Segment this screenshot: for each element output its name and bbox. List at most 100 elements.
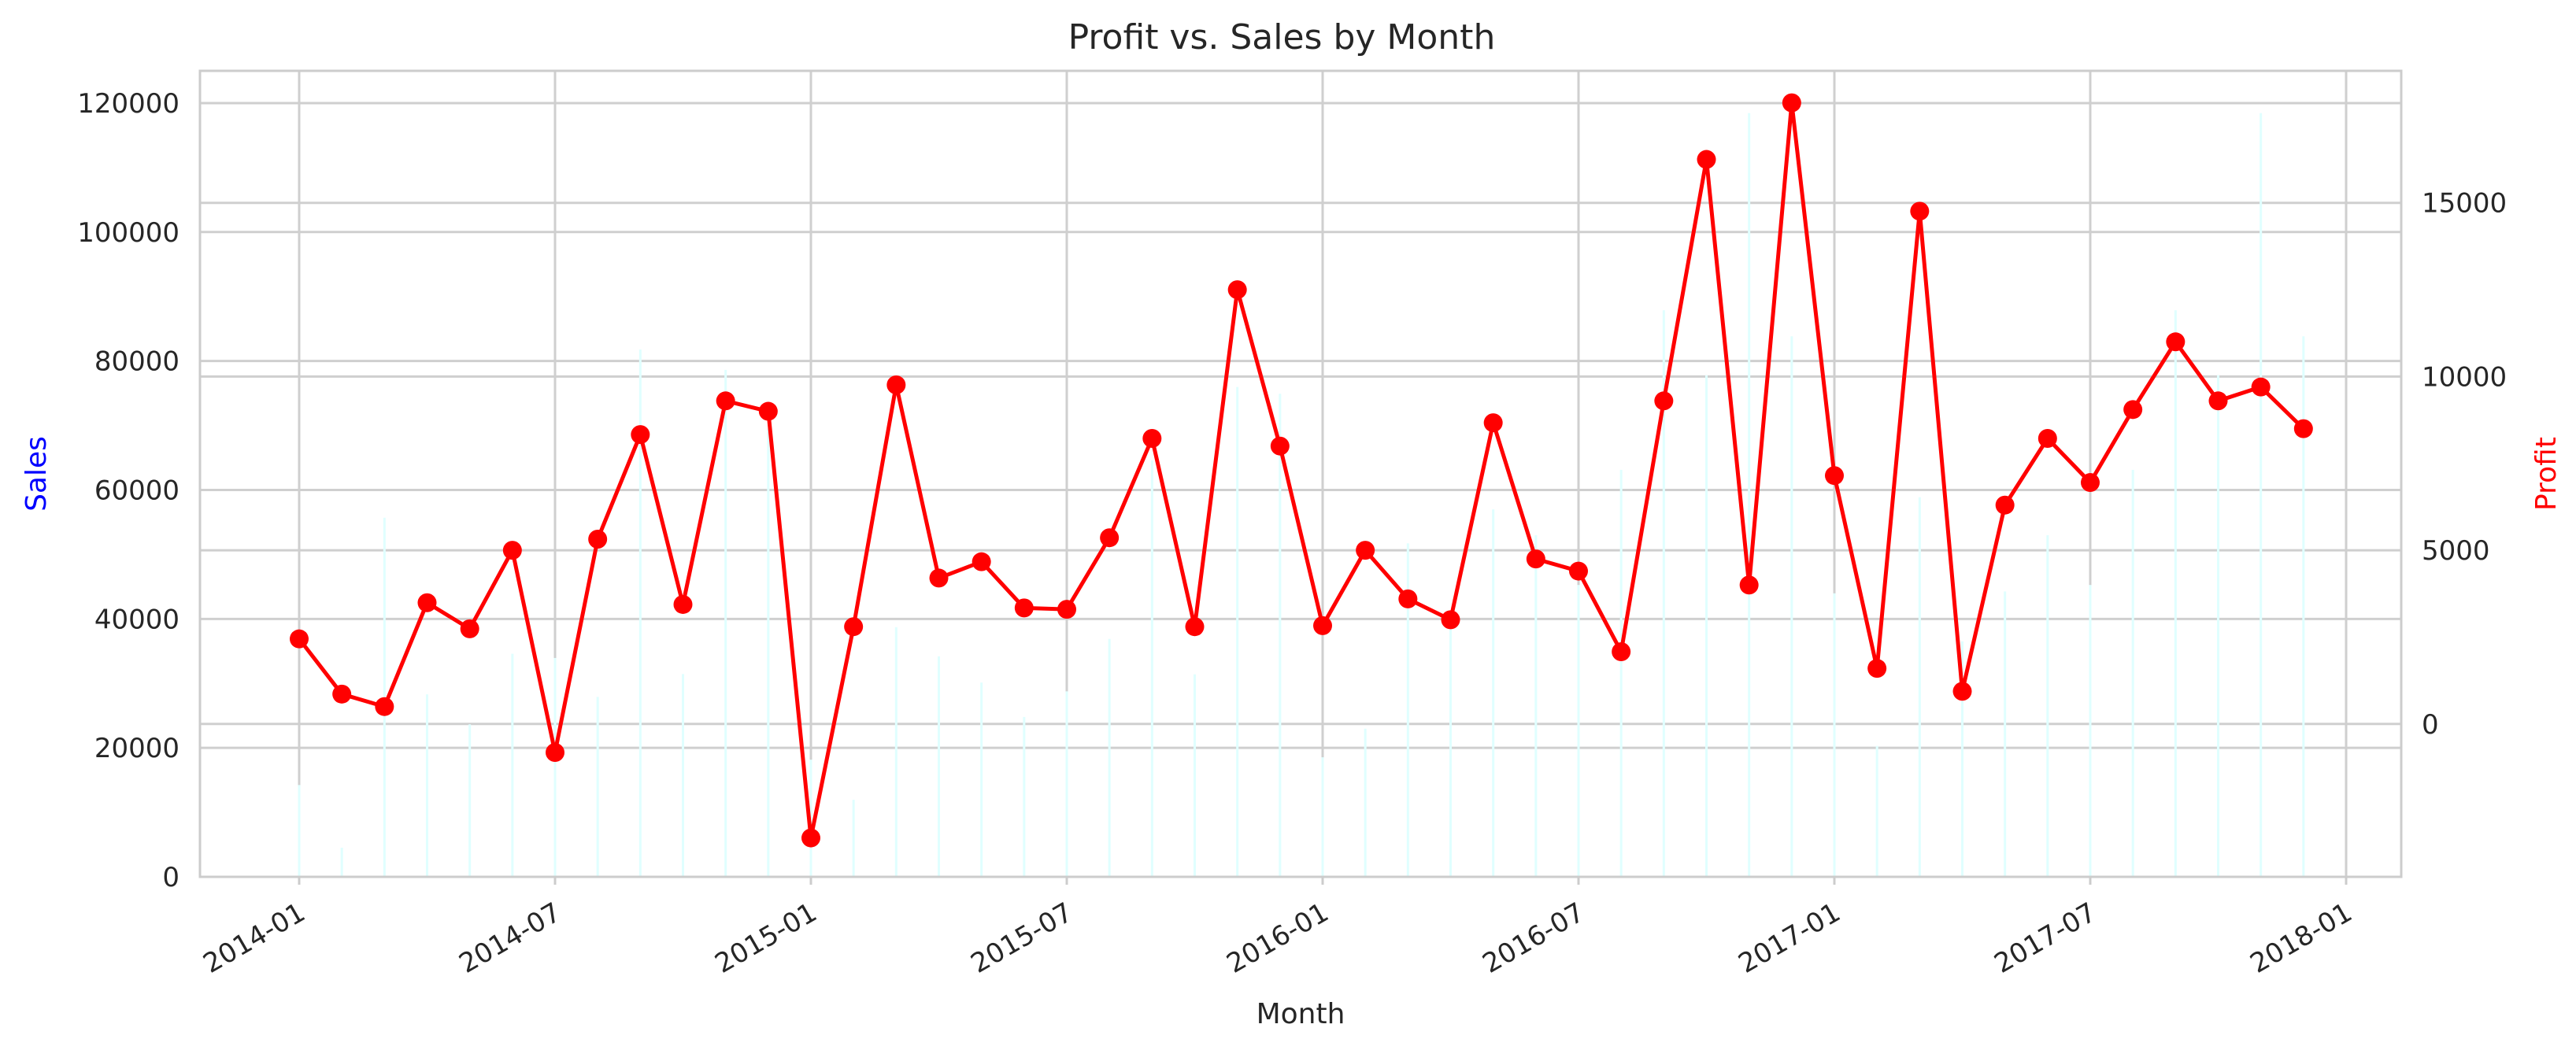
sales-bar-2016-02 [1364, 728, 1367, 877]
profit-point-2017-02 [1867, 659, 1887, 678]
profit-point-2015-04 [929, 568, 949, 588]
profit-point-2017-11 [2251, 377, 2271, 397]
profit-point-2016-08 [1612, 641, 1631, 661]
x-tick-label-6: 2017-01 [1733, 897, 1845, 980]
sales-bar-2014-04 [426, 694, 428, 877]
profit-point-2017-04 [1952, 682, 1972, 701]
x-tick-label-5: 2016-07 [1477, 897, 1590, 980]
profit-point-2017-03 [1910, 201, 1930, 221]
profit-point-2014-10 [673, 594, 693, 614]
sales-bar-2016-06 [1534, 534, 1538, 877]
profit-point-2014-09 [631, 425, 650, 445]
sales-bar-2017-08 [2131, 469, 2134, 877]
x-tick-label-7: 2017-07 [1989, 897, 2101, 980]
sales-bar-2017-03 [1918, 497, 1921, 877]
sales-bar-2014-07 [553, 657, 557, 877]
x-tick-label-8: 2018-01 [2245, 897, 2357, 980]
sales-bar-2017-12 [2302, 336, 2305, 877]
x-tick-label-4: 2016-01 [1221, 897, 1334, 980]
right-y-tick-label-0: 0 [2422, 709, 2439, 741]
profit-point-2015-01 [801, 828, 820, 848]
profit-point-2014-12 [758, 401, 778, 421]
profit-point-2015-09 [1142, 428, 1162, 448]
right-y-tick-label-3: 15000 [2422, 188, 2507, 220]
left-y-tick-label-4: 80000 [94, 346, 180, 378]
left-y-tick-label-5: 100000 [77, 217, 180, 249]
sales-bar-2015-04 [938, 656, 940, 877]
right-y-axis-title: Profit [2530, 437, 2563, 511]
profit-line-series [298, 101, 2305, 841]
profit-point-2014-07 [546, 742, 564, 762]
x-tick-label-0: 2014-01 [198, 897, 310, 980]
profit-point-2017-10 [2208, 391, 2228, 411]
profit-point-2014-03 [375, 697, 394, 716]
x-tick-label-2: 2015-01 [709, 897, 822, 980]
profit-point-2015-06 [1014, 598, 1034, 618]
sales-bar-2014-11 [724, 369, 727, 878]
x-axis-title: Month [1257, 998, 1345, 1030]
sales-bar-2016-10 [1705, 375, 1708, 877]
profit-point-2014-06 [502, 541, 522, 560]
profit-line [298, 101, 2305, 841]
chart-title: Profit vs. Sales by Month [1068, 17, 1496, 57]
x-tick-labels: 2014-01 2014-07 2015-01 2015-07 2016-01 2016-… [198, 877, 2358, 980]
sales-bar-2015-07 [1065, 691, 1068, 877]
profit-point-2017-12 [2293, 419, 2313, 438]
sales-bar-2015-06 [1023, 716, 1026, 877]
sales-bar-2017-07 [2089, 585, 2092, 877]
profit-point-2016-04 [1441, 610, 1460, 630]
profit-point-2016-09 [1654, 391, 1674, 411]
sales-bar-2014-10 [682, 674, 684, 877]
sales-bar-2014-08 [596, 697, 599, 877]
profit-point-2016-06 [1526, 549, 1545, 569]
grid-lines [200, 71, 2401, 878]
sales-bar-2014-06 [511, 653, 514, 877]
sales-bar-2017-04 [1961, 641, 1963, 877]
sales-bar-2014-09 [638, 349, 642, 877]
sales-bar-2015-09 [1150, 460, 1153, 877]
sales-bar-2017-02 [1875, 745, 1878, 877]
right-y-tick-label-2: 10000 [2422, 361, 2507, 393]
profit-point-2017-06 [2037, 428, 2057, 448]
sales-bar-2017-06 [2046, 534, 2049, 877]
sales-bar-2016-01 [1321, 757, 1324, 877]
sales-bar-2014-05 [468, 724, 472, 877]
profit-point-2015-05 [972, 552, 991, 571]
sales-bar-2015-03 [894, 627, 898, 877]
sales-bar-2014-01 [298, 785, 301, 877]
right-y-tick-label-1: 5000 [2422, 535, 2490, 567]
profit-point-2016-05 [1483, 413, 1503, 433]
profit-point-2015-07 [1057, 600, 1076, 619]
sales-bar-2015-08 [1108, 638, 1111, 877]
profit-point-2016-11 [1739, 575, 1759, 595]
sales-bar-2015-10 [1194, 674, 1196, 877]
profit-point-2015-11 [1227, 280, 1247, 300]
profit-point-2016-10 [1697, 150, 1716, 169]
left-y-tick-label-2: 40000 [94, 604, 180, 635]
profit-point-2016-07 [1569, 561, 1588, 581]
sales-bar-2016-03 [1406, 543, 1409, 877]
sales-bar-2016-11 [1748, 113, 1751, 878]
profit-point-2015-12 [1270, 436, 1290, 456]
sales-bar-2016-08 [1619, 469, 1623, 877]
profit-point-2017-09 [2166, 332, 2186, 352]
profit-point-2016-12 [1782, 93, 1801, 113]
left-y-tick-label-0: 0 [162, 862, 180, 893]
sales-bar-2017-11 [2260, 113, 2263, 878]
sales-bar-2016-04 [1449, 627, 1452, 877]
left-y-tick-label-6: 120000 [77, 88, 180, 120]
right-y-tick-labels: 0 5000 10000 15000 [2422, 188, 2507, 741]
sales-bar-2015-12 [1279, 394, 1282, 877]
sales-bar-2017-01 [1833, 593, 1836, 877]
x-tick-label-1: 2014-07 [453, 897, 566, 980]
sales-bar-2016-07 [1577, 585, 1580, 877]
profit-point-2015-03 [886, 375, 906, 395]
sales-bars [298, 113, 2305, 878]
left-y-axis-title: Sales [20, 436, 53, 512]
profit-markers [290, 93, 2313, 848]
profit-point-2017-07 [2081, 473, 2100, 493]
x-tick-label-3: 2015-07 [965, 897, 1078, 980]
plot-frame [198, 69, 2403, 878]
profit-point-2014-04 [417, 593, 437, 612]
